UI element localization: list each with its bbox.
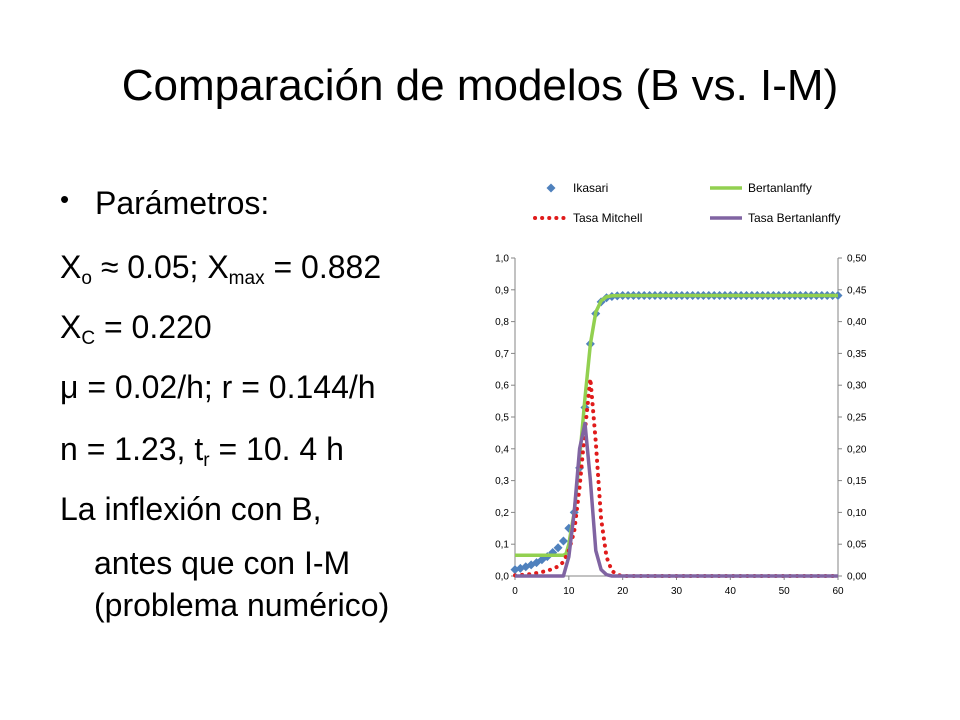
y-right-tick-label: 0,25 (847, 413, 867, 424)
legend-ikasari-symbol (546, 183, 556, 193)
param-xc-b: = 0.220 (95, 309, 212, 345)
y-right-tick-label: 0,20 (847, 444, 867, 455)
param-x0-b: ≈ 0.05; X (91, 249, 229, 285)
y-right-tick-label: 0,15 (847, 476, 867, 487)
inflexion-line-2: antes que con I-M (94, 545, 351, 581)
chart-series (510, 291, 843, 578)
y-right-tick-label: 0,50 (847, 254, 867, 265)
ikasari-point (548, 547, 558, 557)
y-left-tick-label: 0,4 (495, 444, 509, 455)
y-left-tick-label: 1,0 (495, 254, 509, 265)
param-xc: XC = 0.220 (60, 308, 212, 349)
x-tick-label: 10 (563, 586, 575, 597)
x-tick-label: 30 (671, 586, 683, 597)
ikasari-point (526, 560, 536, 570)
legend-ikasari-label: Ikasari (573, 181, 608, 195)
param-xc-a-sub: C (81, 328, 96, 349)
param-n-b: = 10. 4 h (209, 431, 344, 467)
y-left-tick-label: 0,3 (495, 476, 509, 487)
y-left-tick-label: 0,9 (495, 285, 509, 296)
param-x0: Xo ≈ 0.05; Xmax = 0.882 (60, 248, 382, 289)
y-left-tick-label: 0,0 (495, 572, 509, 583)
y-right-tick-label: 0,05 (847, 540, 867, 551)
chart-legend: Ikasari Bertanlanffy Tasa Mitchell Tasa Ber… (533, 181, 841, 225)
chart-ticks: 0,0 0,1 0,2 0,3 0,4 0,5 0,6 0,7 0,8 0,9 1,0 0,00 0,0… (495, 254, 867, 598)
y-left-tick-label: 0,1 (495, 540, 509, 551)
bullet-icon: • (60, 184, 70, 214)
y-left-tick-label: 0,8 (495, 317, 509, 328)
x-tick-label: 0 (512, 586, 518, 597)
param-x0-a-sub: o (81, 268, 92, 289)
tasa-mitchell-line (513, 376, 840, 578)
chart-axes (511, 257, 842, 580)
bullet-label: Parámetros: (95, 185, 270, 221)
inflexion-line-1: La inflexión con B, (60, 491, 322, 527)
ikasari-point (558, 536, 568, 546)
param-n: n = 1.23, tr = 10. 4 h (60, 430, 344, 471)
y-left-tick-label: 0,7 (495, 349, 509, 360)
param-xc-a: X (60, 309, 82, 345)
param-n-a: n = 1.23, t (60, 431, 204, 467)
ikasari-point (553, 543, 563, 553)
tasa-bertanlanffy-line (515, 421, 838, 578)
growth-chart: Ikasari Bertanlanffy Tasa Mitchell Tasa Ber… (495, 181, 867, 598)
x-tick-label: 40 (725, 586, 737, 597)
x-tick-label: 60 (832, 586, 844, 597)
param-n-a-sub: r (203, 450, 210, 471)
y-right-tick-label: 0,10 (847, 508, 867, 519)
param-x0-b-sub: max (228, 268, 265, 289)
slide-title: Comparación de modelos (B vs. I-M) (121, 61, 839, 110)
param-mu: μ = 0.02/h; r = 0.144/h (60, 369, 376, 405)
legend-bertanlanffy-label: Bertanlanffy (748, 181, 812, 195)
inflexion-line-3: (problema numérico) (94, 587, 390, 623)
param-x0-c: = 0.882 (264, 249, 382, 285)
y-left-tick-label: 0,5 (495, 413, 509, 424)
y-left-tick-label: 0,6 (495, 381, 509, 392)
y-right-tick-label: 0,00 (847, 572, 867, 583)
y-left-tick-label: 0,2 (495, 508, 509, 519)
x-tick-label: 50 (779, 586, 791, 597)
legend-tasa-bertanlanffy-label: Tasa Bertanlanffy (748, 211, 841, 225)
param-x0-a: X (60, 249, 82, 285)
y-right-tick-label: 0,30 (847, 381, 867, 392)
y-right-tick-label: 0,40 (847, 317, 867, 328)
y-right-tick-label: 0,35 (847, 349, 867, 360)
x-tick-label: 20 (617, 586, 629, 597)
legend-tasa-mitchell-label: Tasa Mitchell (573, 211, 642, 225)
bertanlanffy-line (515, 293, 838, 558)
y-right-tick-label: 0,45 (847, 285, 867, 296)
ikasari-point (537, 555, 547, 565)
